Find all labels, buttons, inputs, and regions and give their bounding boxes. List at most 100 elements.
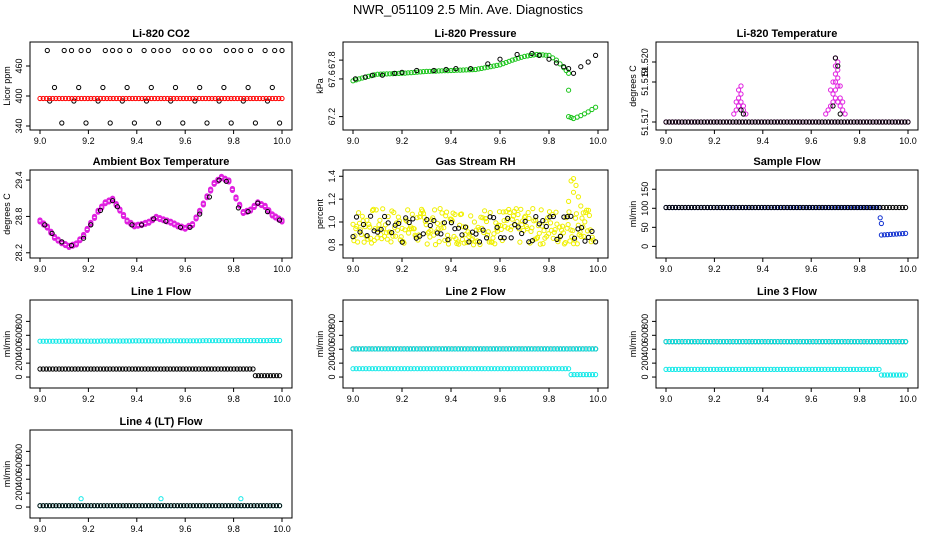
data-point xyxy=(229,503,235,509)
data-point xyxy=(165,338,171,344)
data-point xyxy=(525,53,531,59)
data-point xyxy=(589,372,596,378)
series-base xyxy=(663,119,911,125)
data-point xyxy=(162,338,168,344)
data-point xyxy=(352,76,358,82)
data-point xyxy=(577,372,583,378)
data-point xyxy=(370,72,376,78)
data-point xyxy=(736,103,742,109)
data-point xyxy=(218,95,225,102)
data-point xyxy=(107,338,113,344)
x-tick-label: 9.8 xyxy=(227,394,240,404)
data-point xyxy=(740,339,746,345)
data-point xyxy=(567,346,573,352)
data-point xyxy=(497,62,503,68)
data-point xyxy=(411,366,417,372)
data-point xyxy=(580,372,586,378)
chart-title: Line 3 Flow xyxy=(757,286,817,298)
data-point xyxy=(585,207,592,213)
data-point xyxy=(274,373,280,379)
data-point xyxy=(131,120,137,126)
data-point xyxy=(450,366,456,372)
data-point xyxy=(197,503,203,509)
x-tick-label: 10.0 xyxy=(899,394,917,404)
data-point xyxy=(685,204,692,211)
data-point xyxy=(837,95,843,101)
series-spikes-ref xyxy=(738,55,843,117)
data-point xyxy=(101,366,107,372)
data-point xyxy=(441,220,447,226)
data-point xyxy=(401,346,407,352)
data-point xyxy=(187,224,193,230)
data-point xyxy=(819,339,826,345)
data-point xyxy=(279,217,285,223)
data-point xyxy=(530,366,536,372)
data-point xyxy=(774,119,781,125)
data-point xyxy=(43,366,50,372)
data-point xyxy=(209,503,216,509)
data-point xyxy=(878,220,885,227)
data-point xyxy=(434,220,440,226)
data-point xyxy=(107,95,113,102)
data-point xyxy=(768,204,775,211)
data-point xyxy=(673,204,679,211)
data-point xyxy=(879,119,886,125)
data-point xyxy=(557,346,564,352)
data-point xyxy=(145,366,151,372)
series-sample-line xyxy=(37,95,285,102)
data-point xyxy=(466,233,472,239)
data-point xyxy=(568,213,574,219)
chart-co2: Li-820 CO2 Licor ppm 9.0 9.2 9.4 9.6 9.8 10.0 34… xyxy=(2,28,293,146)
data-point xyxy=(787,366,793,372)
data-point xyxy=(373,207,379,213)
data-point xyxy=(252,373,258,379)
data-point xyxy=(165,47,171,54)
data-point xyxy=(37,366,43,372)
data-point xyxy=(420,69,426,75)
data-point xyxy=(733,107,739,113)
data-point xyxy=(752,119,758,125)
data-point xyxy=(200,338,206,344)
data-point xyxy=(148,366,154,372)
data-point xyxy=(49,230,55,236)
data-point xyxy=(809,366,815,372)
data-point xyxy=(481,346,487,352)
data-point xyxy=(279,47,285,54)
y-tick-label: 400 xyxy=(640,342,650,357)
data-point xyxy=(860,119,867,125)
data-point xyxy=(468,213,474,219)
data-point xyxy=(512,56,518,62)
data-point xyxy=(893,339,899,345)
data-point xyxy=(168,98,174,104)
y-axis-label: ml/min xyxy=(628,201,638,228)
x-tick-label: 9.0 xyxy=(660,136,673,146)
data-point xyxy=(777,366,784,372)
y-tick-label: 0 xyxy=(640,375,650,380)
chart-line2: Line 2 Flow ml/min 9.0 9.2 9.4 9.6 9.8 10.0 0 200… xyxy=(315,286,609,404)
data-point xyxy=(832,79,839,85)
y-tick-label: 800 xyxy=(640,314,650,329)
data-point xyxy=(841,366,847,372)
data-point xyxy=(462,224,469,230)
data-point xyxy=(736,95,742,101)
data-point xyxy=(884,372,891,378)
data-point xyxy=(158,366,164,372)
data-point xyxy=(484,346,490,352)
data-point xyxy=(130,338,136,344)
data-point xyxy=(120,338,126,344)
data-point xyxy=(562,240,568,246)
data-point xyxy=(573,182,579,188)
data-point xyxy=(94,338,101,344)
data-point xyxy=(47,503,53,509)
data-point xyxy=(485,61,491,67)
data-point xyxy=(704,204,711,211)
data-point xyxy=(887,372,894,378)
data-point xyxy=(375,229,381,235)
data-point xyxy=(72,503,78,509)
data-point xyxy=(738,107,744,113)
data-point xyxy=(436,68,442,74)
data-point xyxy=(787,119,793,125)
data-point xyxy=(807,339,813,345)
data-point xyxy=(724,339,730,345)
data-point xyxy=(411,226,417,232)
